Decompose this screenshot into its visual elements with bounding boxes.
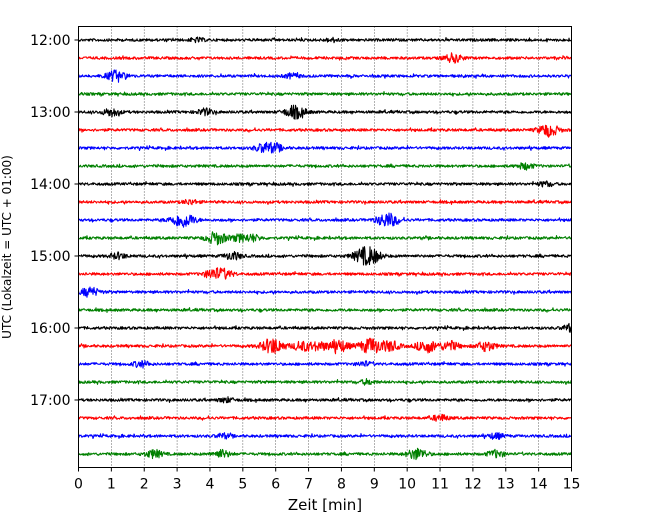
trace-line xyxy=(77,212,572,228)
trace-line xyxy=(78,337,572,355)
trace-line xyxy=(78,69,573,83)
trace-line xyxy=(78,52,572,64)
x-tick-label: 14 xyxy=(530,477,548,493)
trace-line xyxy=(78,104,572,120)
trace-line xyxy=(77,286,572,298)
x-tick-label: 12 xyxy=(464,477,482,493)
y-tick-label: 15:00 xyxy=(30,249,70,265)
x-tick-label: 8 xyxy=(337,477,346,493)
x-tick-label: 3 xyxy=(173,477,182,493)
x-tick-label: 10 xyxy=(398,477,416,493)
y-tick-label: 12:00 xyxy=(30,33,70,49)
x-tick-label: 9 xyxy=(370,477,379,493)
x-tick-label: 5 xyxy=(238,477,247,493)
y-axis: 12:00 13:00 14:00 15:00 16:00 17:00 xyxy=(30,33,79,409)
x-tick-label: 1 xyxy=(107,477,116,493)
x-tick-label: 4 xyxy=(206,477,215,493)
trace-line xyxy=(78,162,572,171)
trace-group xyxy=(77,36,573,461)
x-axis: 0 1 2 3 4 5 6 7 8 9 10 11 12 13 14 15 xyxy=(74,467,581,493)
y-axis-label: UTC (Lokalzeit = UTC + 01:00) xyxy=(0,155,14,339)
trace-line xyxy=(77,36,572,44)
y-tick-label: 13:00 xyxy=(30,105,70,121)
trace-line xyxy=(78,91,572,97)
trace-line xyxy=(78,396,572,404)
trace-line xyxy=(78,180,572,188)
y-tick-label: 14:00 xyxy=(30,177,70,193)
y-tick-label: 16:00 xyxy=(30,321,70,337)
trace-line xyxy=(78,322,573,333)
trace-line xyxy=(78,246,573,266)
plot-frame xyxy=(78,26,572,468)
trace-line xyxy=(77,307,572,313)
x-tick-label: 13 xyxy=(497,477,515,493)
x-tick-label: 6 xyxy=(271,477,280,493)
x-tick-label: 15 xyxy=(563,477,581,493)
trace-line xyxy=(77,360,573,369)
trace-line xyxy=(78,124,573,138)
x-tick-label: 7 xyxy=(304,477,313,493)
x-axis-label: Zeit [min] xyxy=(288,496,362,514)
trace-line xyxy=(78,378,573,386)
trace-line xyxy=(78,447,572,461)
trace-line xyxy=(78,231,572,246)
x-tick-label: 11 xyxy=(431,477,449,493)
x-tick-label: 2 xyxy=(140,477,149,493)
x-tick-label: 0 xyxy=(74,477,83,493)
trace-line xyxy=(78,431,572,440)
trace-line xyxy=(78,141,572,154)
trace-line xyxy=(78,267,572,280)
y-tick-label: 17:00 xyxy=(30,393,70,409)
trace-line xyxy=(77,198,572,206)
trace-line xyxy=(78,413,572,422)
